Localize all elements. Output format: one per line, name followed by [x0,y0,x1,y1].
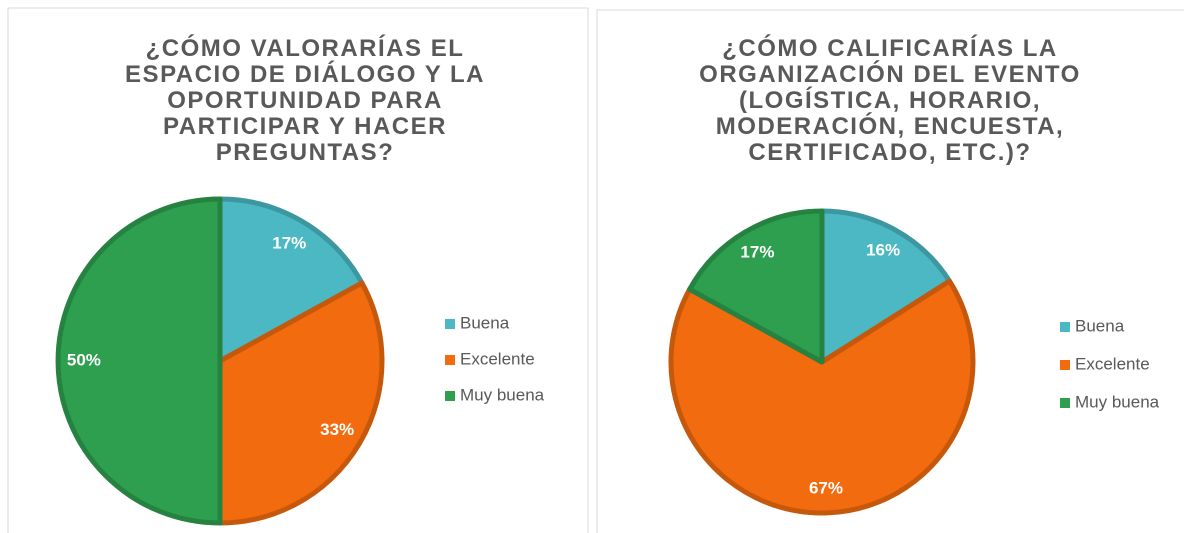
pie-slice [819,208,952,365]
pie-slice [217,196,365,364]
data-label: 50% [67,350,101,369]
pie-slice [668,278,976,516]
data-label: 17% [272,233,306,252]
legend-label: Buena [1075,316,1125,335]
data-label: 17% [740,242,774,261]
legend-swatch [1060,322,1070,332]
legend-label: Buena [460,313,510,332]
legend-swatch [445,355,455,365]
data-label: 16% [866,240,900,259]
panel-border [596,9,1184,533]
legend-label: Excelente [1075,354,1150,373]
legend-label: Muy buena [1075,392,1160,411]
panel-border [7,7,589,533]
legend-swatch [1060,360,1070,370]
legend-swatch [445,319,455,329]
chart-title: ¿CÓMO VALORARÍAS EL ESPACIO DE DIÁLOGO Y… [125,35,485,166]
legend-label: Muy buena [460,385,545,404]
legend-label: Excelente [460,349,535,368]
pie-slice [55,196,223,526]
legend-swatch [1060,398,1070,408]
legend-swatch [445,391,455,401]
data-label: 67% [809,478,843,497]
chart-title: ¿CÓMO CALIFICARÍAS LA ORGANIZACIÓN DEL E… [699,35,1081,166]
data-label: 33% [320,420,354,439]
pie-slice [217,280,385,526]
pie-slice [687,208,825,365]
